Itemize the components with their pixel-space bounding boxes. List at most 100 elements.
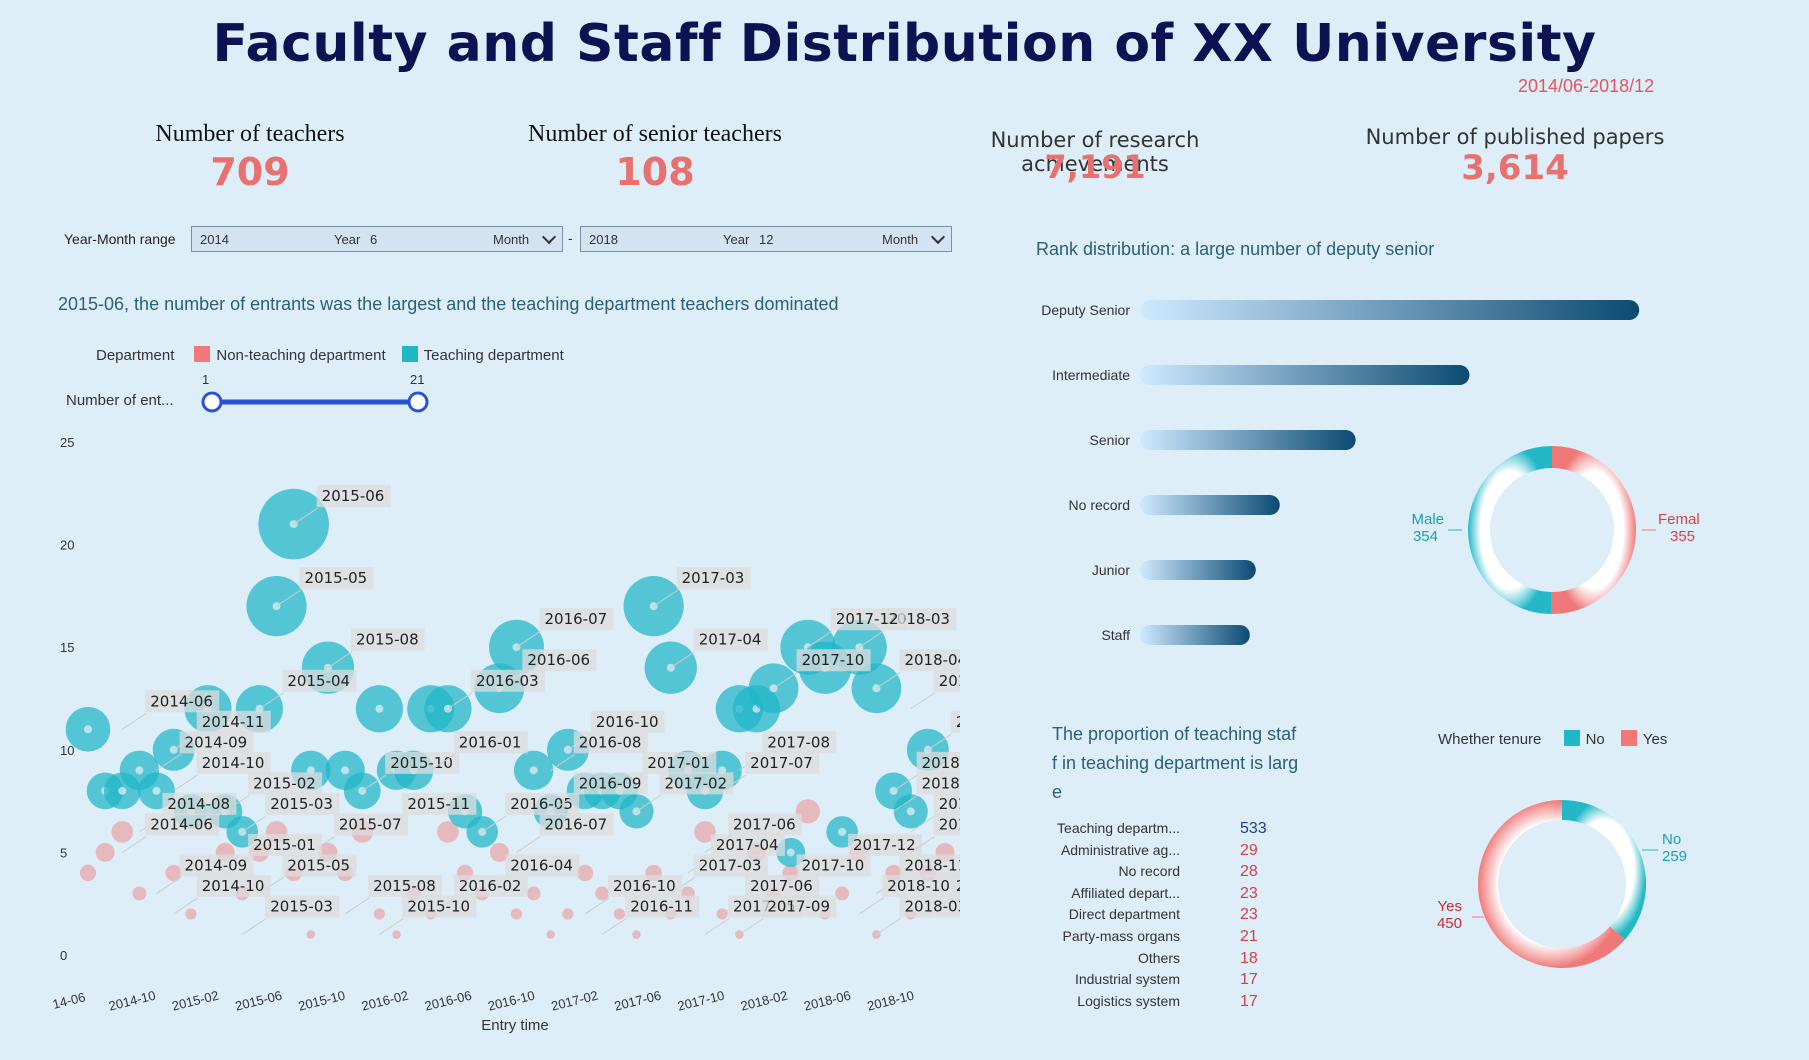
rank-category-label: Intermediate — [1052, 367, 1130, 383]
point-label-box — [470, 669, 545, 692]
point-label-box — [179, 854, 254, 877]
label-leader — [876, 671, 901, 689]
point-label-box — [573, 731, 648, 754]
point-label-box — [693, 854, 768, 877]
dept-count: 28 — [1240, 863, 1258, 881]
teaching-point-center — [118, 786, 127, 795]
kpi-teachers-label: Number of teachers — [155, 121, 345, 147]
non-teaching-point — [79, 864, 97, 882]
point-label-box — [899, 895, 960, 918]
point-label: 2016-01 — [459, 733, 522, 751]
label-leader — [516, 630, 541, 648]
x-tick-label: 2018-10 — [866, 988, 916, 1014]
label-leader — [876, 918, 901, 935]
entrants-range-slider[interactable] — [190, 380, 440, 420]
point-label-box — [916, 772, 960, 795]
point-label: 2017-12 — [853, 836, 916, 854]
slider-min-label: 1 — [202, 372, 210, 387]
point-label: 2018-06 — [939, 672, 960, 690]
point-label-box — [882, 874, 957, 897]
legend-label-non-teaching: Non-teaching department — [216, 347, 386, 364]
point-label: 2018-10 — [956, 713, 960, 731]
non-teaching-point — [306, 930, 316, 939]
point-label-box — [950, 710, 960, 733]
point-label-box — [179, 731, 254, 754]
point-label-box — [659, 772, 734, 795]
slider-handle-max[interactable] — [407, 391, 429, 413]
non-teaching-point — [111, 821, 134, 843]
y-tick-label: 15 — [60, 640, 74, 655]
tenure-legend-item-yes[interactable]: Yes — [1620, 730, 1667, 748]
label-leader — [122, 712, 147, 730]
tenure-legend-no: No — [1585, 731, 1605, 748]
point-label-box — [505, 854, 580, 877]
kpi-senior-teachers-label: Number of senior teachers — [528, 121, 782, 147]
non-teaching-point — [632, 930, 641, 939]
non-teaching-point — [562, 908, 574, 920]
tenure-legend-title: Whether tenure — [1438, 731, 1542, 748]
y-tick-label: 5 — [60, 845, 67, 860]
proportion-title: The proportion of teaching staf f in tea… — [1052, 720, 1342, 807]
point-label-box — [248, 833, 323, 856]
point-label-box — [522, 649, 597, 672]
page-title: Faculty and Staff Distribution of XX Uni… — [212, 14, 1597, 74]
label-leader — [344, 897, 370, 915]
legend-item-non-teaching[interactable]: Non-teaching department — [194, 346, 386, 364]
point-label-box — [145, 813, 220, 836]
point-label: 2016-04 — [510, 856, 573, 874]
legend-item-teaching[interactable]: Teaching department — [401, 346, 564, 364]
non-teaching-point — [373, 908, 385, 920]
rank-bar — [1140, 430, 1356, 450]
legend-swatch-yes — [1620, 730, 1637, 746]
point-label: 2016-08 — [579, 733, 642, 751]
tenure-slice-yes — [1478, 800, 1625, 968]
teaching-point-center — [272, 602, 281, 611]
rank-bar — [1140, 560, 1256, 580]
kpi-papers-value: 3,614 — [1461, 148, 1569, 188]
point-label: 2017-09 — [767, 897, 830, 915]
teaching-point-center — [649, 602, 658, 611]
x-tick-label: 2017-06 — [613, 988, 663, 1014]
point-label-box — [453, 731, 528, 754]
point-label: 2018-05 — [939, 815, 960, 833]
point-label-box — [899, 854, 960, 877]
dept-name: Industrial system — [1074, 971, 1180, 988]
point-label: 2016-07 — [545, 815, 608, 833]
label-leader — [704, 918, 730, 935]
x-tick-label: 2018-02 — [739, 988, 789, 1014]
teaching-point-center — [135, 766, 144, 775]
label-leader — [481, 815, 507, 833]
point-label-box — [539, 608, 614, 631]
point-label-box — [728, 813, 803, 836]
point-label-box — [796, 854, 871, 877]
non-teaching-point — [510, 908, 523, 920]
to-date-select[interactable]: 2018 Year 12 Month — [580, 226, 952, 252]
label-leader — [636, 794, 661, 812]
slider-handle-min[interactable] — [201, 391, 223, 413]
label-leader — [293, 507, 318, 525]
point-label: 2018-10 — [887, 877, 950, 895]
non-teaching-point — [694, 821, 716, 843]
point-label-box — [745, 751, 820, 774]
point-label-box — [590, 710, 665, 733]
kpi-research-value: 7,191 — [1044, 148, 1146, 186]
non-teaching-point — [95, 842, 115, 862]
rank-category-label: Staff — [1101, 627, 1130, 643]
non-teaching-point — [613, 908, 625, 920]
point-label: 2017-03 — [699, 856, 762, 874]
point-label: 2016-11 — [630, 897, 693, 915]
point-label-box — [916, 751, 960, 774]
non-teaching-point — [835, 886, 850, 901]
from-date-select[interactable]: 2014 Year 6 Month — [191, 226, 563, 252]
point-label: 2014-06 — [150, 692, 213, 710]
label-leader — [910, 835, 935, 853]
point-label: 2015-10 — [407, 897, 470, 915]
dept-name: Others — [1137, 949, 1180, 966]
tenure-legend-item-no[interactable]: No — [1563, 730, 1605, 748]
point-label-box — [762, 731, 837, 754]
point-label: 2014-09 — [185, 733, 248, 751]
label-leader — [241, 815, 267, 833]
label-leader — [893, 794, 918, 812]
year-month-range-label: Year-Month range — [64, 231, 176, 247]
